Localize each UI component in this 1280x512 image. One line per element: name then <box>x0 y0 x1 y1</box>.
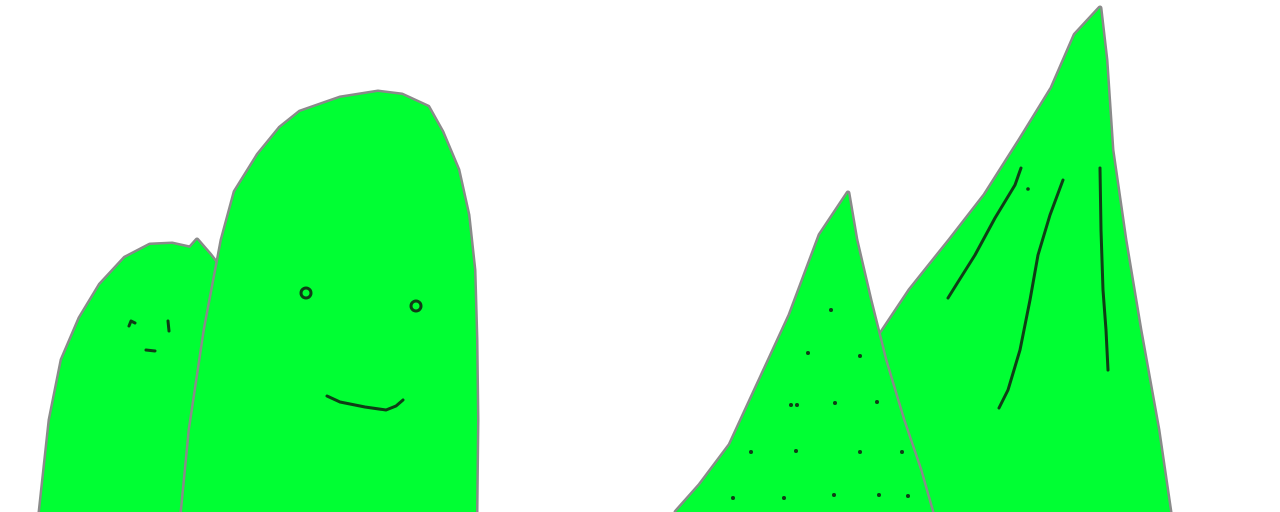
small-triangle-fill <box>676 193 932 512</box>
dot <box>749 450 753 454</box>
tall-triangle <box>877 5 1173 512</box>
dot <box>789 403 793 407</box>
right-triangle-group <box>673 5 1173 512</box>
large-blob-fill <box>182 92 477 512</box>
left-blob-group <box>37 89 480 512</box>
dot <box>900 450 904 454</box>
dot <box>794 449 798 453</box>
dot <box>858 450 862 454</box>
dot <box>877 493 881 497</box>
large-blob-left-eye <box>299 286 313 300</box>
dot <box>906 494 910 498</box>
small-triangle <box>673 190 935 512</box>
large-blob-right-eye <box>409 299 423 313</box>
dot <box>731 496 735 500</box>
dot <box>795 403 799 407</box>
large-blob <box>179 89 480 512</box>
dot <box>829 308 833 312</box>
stripe-2 <box>997 178 1065 410</box>
small-blob-face <box>127 319 171 353</box>
dot <box>806 351 810 355</box>
small-blob-right-eye <box>166 319 171 333</box>
small-blob-left-eye <box>127 319 137 328</box>
dot <box>875 400 879 404</box>
tall-triangle-fill <box>880 8 1170 512</box>
stripe-dot <box>1026 187 1030 191</box>
dot <box>782 496 786 500</box>
dot <box>833 401 837 405</box>
small-blob-fill <box>40 240 220 512</box>
dot <box>858 354 862 358</box>
large-blob-smile <box>325 394 405 412</box>
small-triangle-dots <box>731 308 910 500</box>
stripe-3 <box>1098 166 1110 372</box>
large-blob-face <box>299 286 423 412</box>
stripe-1 <box>946 166 1023 300</box>
small-blob-mouth <box>144 348 157 353</box>
tall-triangle-stripes <box>946 166 1110 410</box>
dot <box>832 493 836 497</box>
